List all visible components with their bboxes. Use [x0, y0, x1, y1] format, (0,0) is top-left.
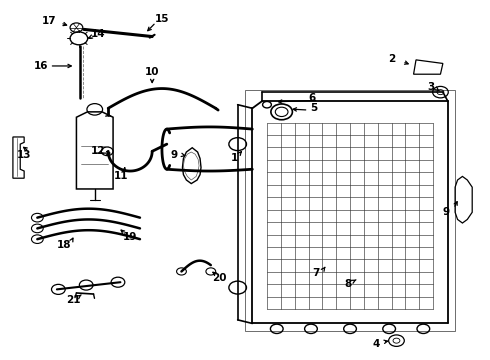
Text: 14: 14: [91, 29, 106, 39]
Text: 6: 6: [309, 93, 316, 103]
Text: 13: 13: [17, 150, 31, 160]
Bar: [245, 90, 455, 330]
Text: 9: 9: [171, 150, 178, 160]
Text: 18: 18: [57, 240, 72, 250]
Text: 21: 21: [66, 295, 80, 305]
Text: 19: 19: [123, 232, 137, 242]
Text: 2: 2: [388, 54, 395, 64]
Text: 17: 17: [42, 17, 57, 27]
Text: 15: 15: [155, 14, 169, 24]
Text: 8: 8: [344, 279, 351, 289]
Text: 10: 10: [145, 67, 159, 77]
Text: 4: 4: [372, 339, 380, 349]
Text: 7: 7: [312, 268, 319, 278]
Text: 12: 12: [91, 146, 106, 156]
Text: 3: 3: [427, 82, 434, 92]
Text: 11: 11: [114, 171, 129, 181]
Text: 5: 5: [310, 103, 317, 113]
Text: 20: 20: [212, 273, 227, 283]
Text: 16: 16: [33, 61, 48, 71]
Text: 9: 9: [443, 207, 450, 217]
Text: 1: 1: [231, 153, 238, 163]
